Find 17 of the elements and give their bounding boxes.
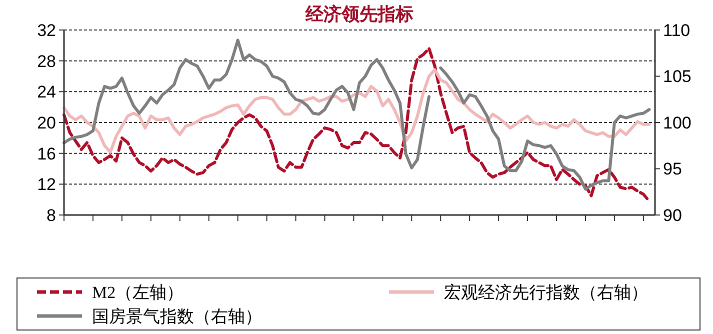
y-tick-label: 32 bbox=[37, 20, 56, 40]
y-tick-label: 12 bbox=[37, 175, 56, 194]
legend-label: M2（左轴） bbox=[92, 282, 184, 302]
y-tick-label: 16 bbox=[37, 144, 56, 164]
line-series bbox=[62, 68, 651, 154]
y-tick-label: 20 bbox=[37, 113, 56, 132]
y2-tick-label: 100 bbox=[663, 113, 692, 132]
y-tick-label: 28 bbox=[37, 52, 56, 71]
legend-label: 宏观经济先行指数（右轴） bbox=[444, 282, 648, 302]
y-tick-label: 8 bbox=[46, 206, 56, 225]
chart-title: 经济领先指标 bbox=[304, 4, 414, 24]
y2-tick-label: 90 bbox=[663, 206, 682, 225]
y-tick-label: 24 bbox=[37, 82, 56, 102]
y2-tick-label: 105 bbox=[663, 67, 692, 86]
y2-tick-label: 110 bbox=[663, 20, 690, 40]
y2-tick-label: 95 bbox=[663, 160, 682, 179]
legend-label: 国房景气指数（右轴） bbox=[92, 306, 262, 326]
